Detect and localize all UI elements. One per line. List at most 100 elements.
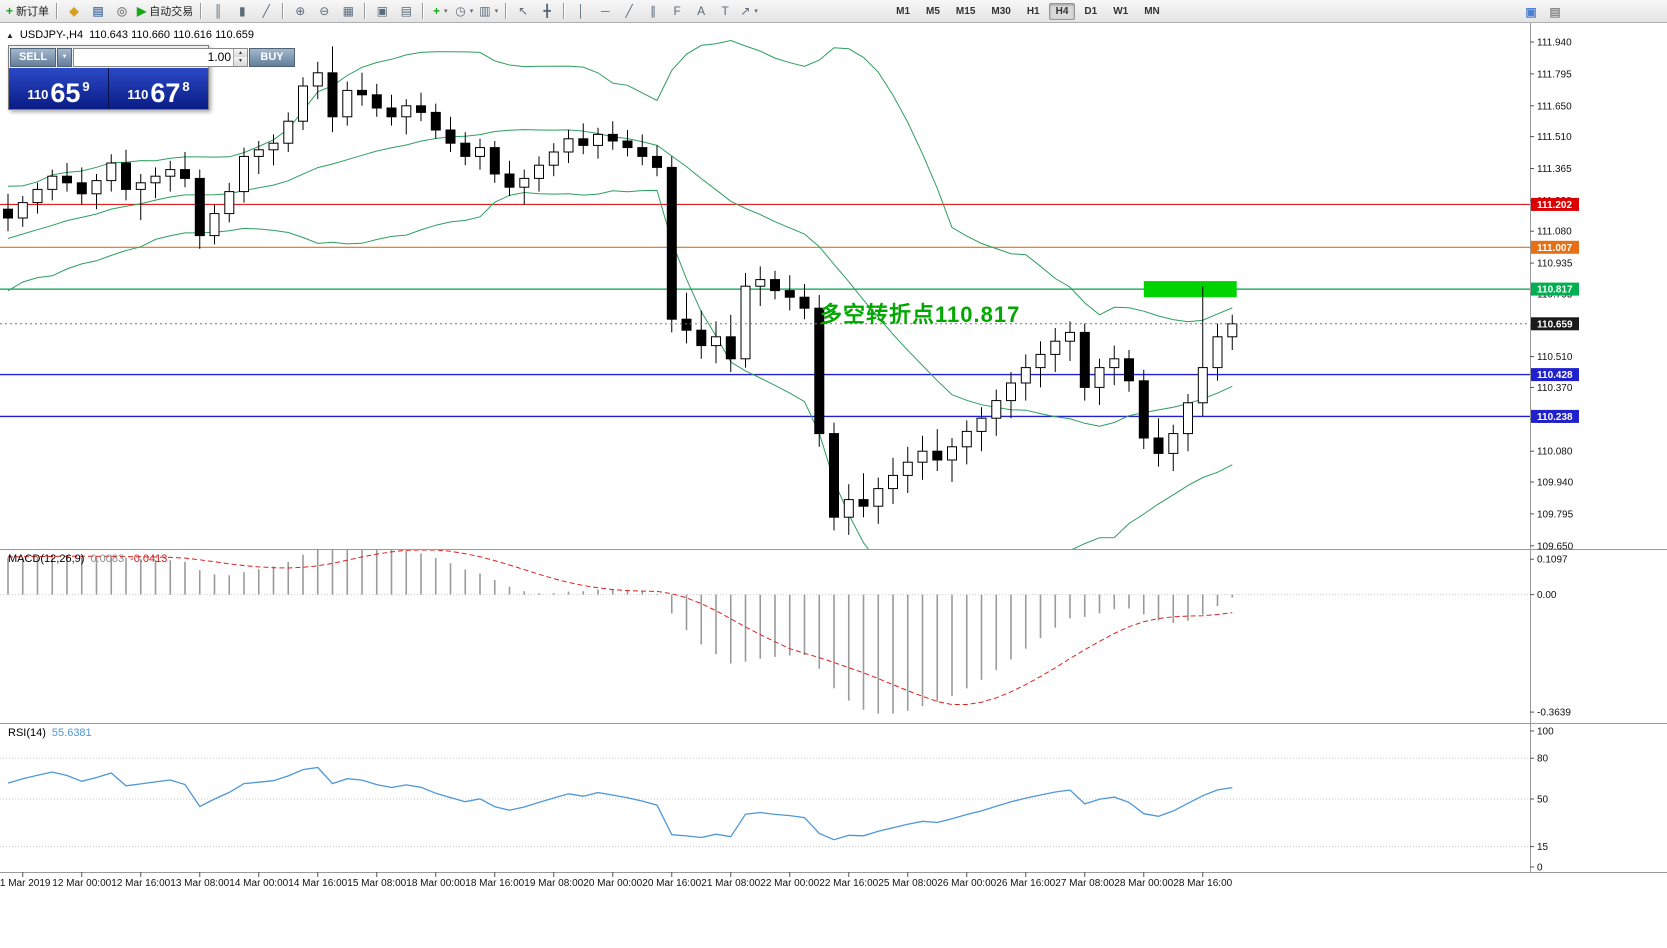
cascade-windows-icon[interactable]: ▤ <box>394 1 418 21</box>
zoom-in-icon: ⊕ <box>295 4 306 18</box>
price-badge <box>1531 317 1579 331</box>
sell-price-button[interactable]: 110 65 9 <box>9 68 108 109</box>
highlight-rectangle-object <box>1143 281 1237 298</box>
autotrading-button-label: 自动交易 <box>149 6 194 18</box>
chevron-down-icon: ▾ <box>469 8 474 15</box>
chart-window-icon: ▣ <box>1525 5 1537 19</box>
chart-text-annotation[interactable]: 多空转折点110.817 <box>820 302 1021 327</box>
svg-text:26 Mar 16:00: 26 Mar 16:00 <box>996 878 1055 889</box>
toolbar-separator <box>422 3 425 19</box>
timeframe-m5-button[interactable]: M5 <box>926 5 940 17</box>
bar-chart-icon: ║ <box>213 4 223 18</box>
chevron-down-icon: ▾ <box>494 8 499 15</box>
data-window-icon[interactable]: ▤ <box>86 1 110 21</box>
svg-text:27 Mar 08:00: 27 Mar 08:00 <box>1055 878 1114 889</box>
toolbar-separator <box>563 3 566 19</box>
crosshair-icon[interactable]: ╋ <box>535 1 559 21</box>
price-axis[interactable]: 111.940 111.795 111.650 111.510 111.365 111.2… <box>1530 38 1579 874</box>
autotrading-button[interactable]: ▶ 自动交易 <box>134 1 196 21</box>
text-icon[interactable]: A <box>689 1 713 21</box>
volume-input[interactable] <box>74 48 233 66</box>
svg-text:111.510: 111.510 <box>1537 132 1572 143</box>
order-type-dropdown[interactable]: ▼ <box>57 47 72 67</box>
vertical-line-icon[interactable]: │ <box>569 1 593 21</box>
volume-increase-button[interactable]: ▲ <box>234 48 247 57</box>
macd-panel <box>0 550 1530 714</box>
timeframe-mn-button[interactable]: MN <box>1144 5 1160 17</box>
svg-text:109.795: 109.795 <box>1537 509 1574 520</box>
svg-text:110.935: 110.935 <box>1537 259 1573 270</box>
arrows-icon[interactable]: ↗ ▾ <box>737 1 761 21</box>
sell-fraction: 9 <box>82 79 90 94</box>
horizontal-line-icon[interactable]: ─ <box>593 1 617 21</box>
svg-text:109.940: 109.940 <box>1537 478 1574 489</box>
chart-collapse-icon[interactable]: ▲ <box>6 30 14 40</box>
svg-text:110.080: 110.080 <box>1537 447 1573 458</box>
indicators-icon[interactable]: + ▾ <box>428 1 452 21</box>
candlesticks <box>3 46 1238 535</box>
metaeditor-icon[interactable]: ◆ <box>62 1 86 21</box>
timeframe-m15-button[interactable]: M15 <box>955 5 976 17</box>
timeframe-m1-button[interactable]: M1 <box>896 5 911 17</box>
toolbar-right-icons: ▣ ▤ <box>1519 2 1567 22</box>
macd-name: MACD(12,26,9) <box>8 553 85 565</box>
periods-icon[interactable]: ◷ ▾ <box>452 1 476 21</box>
arrows-icon: ↗ <box>740 4 751 18</box>
periods-icon: ◷ <box>455 4 466 18</box>
candlestick-chart-icon: ▮ <box>238 4 246 18</box>
zoom-in-icon[interactable]: ⊕ <box>288 1 312 21</box>
cursor-icon[interactable]: ↖ <box>511 1 535 21</box>
timeframe-m30-button[interactable]: M30 <box>991 5 1011 17</box>
svg-text:28 Mar 16:00: 28 Mar 16:00 <box>1173 878 1232 889</box>
crosshair-icon: ╋ <box>543 4 551 18</box>
zoom-out-icon[interactable]: ⊖ <box>312 1 336 21</box>
label-icon: T <box>721 4 729 18</box>
line-chart-icon[interactable]: ╱ <box>254 1 278 21</box>
fibonacci-icon[interactable]: F <box>665 1 689 21</box>
buy-big-figure: 110 <box>127 87 149 102</box>
svg-text:20 Mar 00:00: 20 Mar 00:00 <box>583 878 642 889</box>
templates-icon[interactable]: ▥ ▾ <box>476 1 501 21</box>
price-badge <box>1531 197 1579 211</box>
svg-text:111.007: 111.007 <box>1537 243 1572 254</box>
toolbar-separator <box>282 3 285 19</box>
zoom-out-icon: ⊖ <box>319 4 330 18</box>
timeframe-w1-button[interactable]: W1 <box>1113 5 1129 17</box>
svg-text:12 Mar 00:00: 12 Mar 00:00 <box>52 878 111 889</box>
main-price-panel <box>0 39 1530 549</box>
trendline-icon: ╱ <box>625 4 633 18</box>
timeframe-d1-button[interactable]: D1 <box>1084 5 1098 17</box>
trendline-icon[interactable]: ╱ <box>617 1 641 21</box>
svg-text:21 Mar 08:00: 21 Mar 08:00 <box>701 878 760 889</box>
toolbar-menu-icon[interactable]: ▤ <box>1543 2 1567 22</box>
grid-icon[interactable]: ▦ <box>336 1 360 21</box>
chart-window-icon[interactable]: ▣ <box>1519 2 1543 22</box>
top-toolbar: + 新订单 ◆ ▤ ◎ ▶ 自动交易 ║ ▮ ╱ ⊕ ⊖ ▦ ▣ ▤ + ▾ ◷ ▾ ▥ ▾ ↖ ╋ │ ─ ╱ ∥ F A T ↗ ▾ M1… <box>0 0 1667 23</box>
new-order-button[interactable]: + 新订单 <box>3 1 52 21</box>
sell-button[interactable]: SELL <box>10 47 56 67</box>
data-window-icon: ▤ <box>92 4 104 18</box>
bar-chart-icon[interactable]: ║ <box>206 1 230 21</box>
price-badge <box>1531 409 1579 423</box>
strategy-tester-icon[interactable]: ◎ <box>110 1 134 21</box>
time-axis[interactable]: 11 Mar 2019 12 Mar 00:00 12 Mar 16:00 13 Ma… <box>0 872 1233 889</box>
text-icon: A <box>697 4 706 18</box>
volume-decrease-button[interactable]: ▼ <box>234 57 247 66</box>
chart-area[interactable]: 111.940 111.795 111.650 111.510 111.365 111.2… <box>0 23 1667 948</box>
timeframe-h1-button[interactable]: H1 <box>1026 5 1040 17</box>
tile-windows-icon[interactable]: ▣ <box>370 1 394 21</box>
sell-pips: 65 <box>50 78 81 108</box>
svg-text:0.1097: 0.1097 <box>1537 555 1568 566</box>
buy-pips: 67 <box>150 78 181 108</box>
label-icon[interactable]: T <box>713 1 737 21</box>
price-badge <box>1531 282 1579 296</box>
buy-price-button[interactable]: 110 67 8 <box>109 68 208 109</box>
candlestick-chart-icon[interactable]: ▮ <box>230 1 254 21</box>
svg-text:22 Mar 00:00: 22 Mar 00:00 <box>760 878 819 889</box>
svg-text:111.365: 111.365 <box>1537 164 1572 175</box>
timeframe-h4-button[interactable]: H4 <box>1048 2 1076 20</box>
svg-text:50: 50 <box>1537 795 1549 806</box>
channel-icon[interactable]: ∥ <box>641 1 665 21</box>
buy-button[interactable]: BUY <box>249 47 295 67</box>
svg-text:110.817: 110.817 <box>1537 285 1573 296</box>
